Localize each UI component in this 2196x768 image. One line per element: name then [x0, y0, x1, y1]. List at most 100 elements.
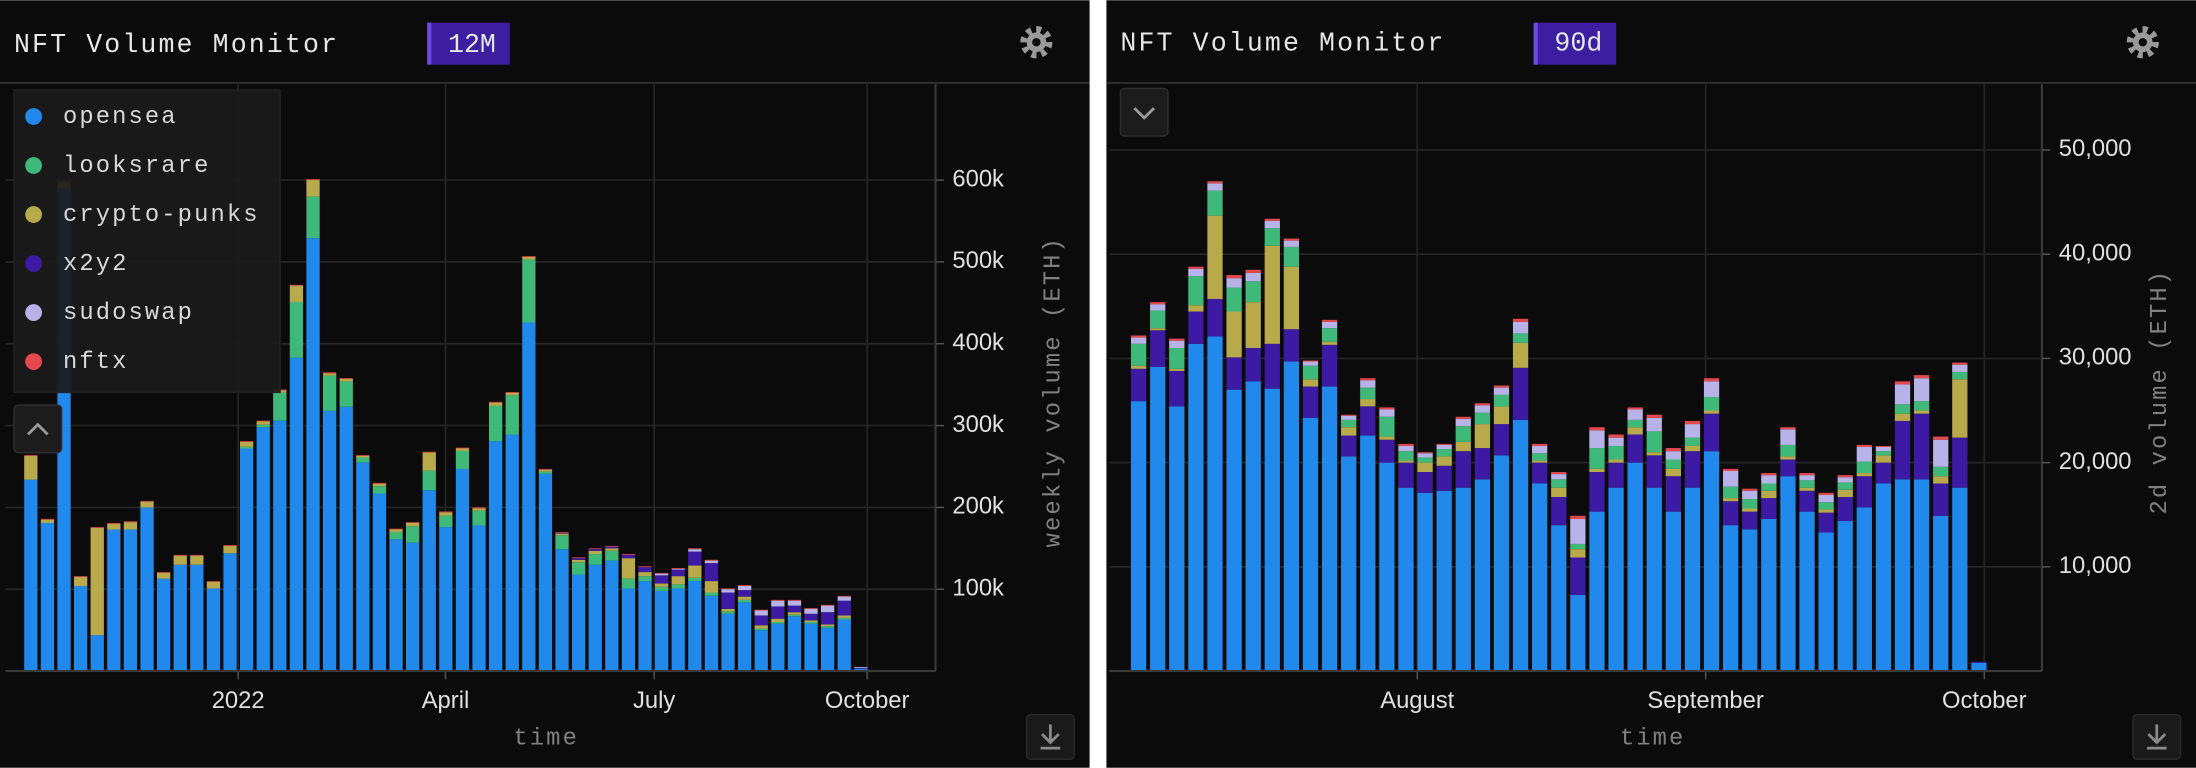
legend-label: sudoswap	[63, 300, 194, 327]
bar-segment	[1226, 278, 1242, 288]
bar-segment	[555, 535, 569, 550]
bar-segment	[1150, 302, 1166, 305]
settings-icon[interactable]	[1020, 26, 1053, 59]
bar-segment	[1398, 462, 1414, 488]
bar-segment	[1570, 515, 1586, 519]
bar-segment	[1952, 371, 1968, 380]
bar-segment	[455, 450, 470, 469]
bar-segment	[1150, 304, 1166, 311]
y-tick-label: 20,000	[2059, 448, 2132, 475]
bar-segment	[1856, 476, 1872, 508]
bar-segment	[1302, 379, 1319, 387]
bar-segment	[1321, 319, 1338, 322]
bar-segment	[1245, 269, 1261, 273]
bar-segment	[1856, 507, 1872, 672]
bar-segment	[1321, 341, 1338, 345]
bar-segment	[1799, 490, 1815, 512]
legend-item[interactable]: opensea	[25, 104, 177, 131]
bar-segment	[1245, 272, 1261, 282]
bar-segment	[1952, 437, 1968, 488]
legend-item[interactable]: x2y2	[25, 251, 128, 278]
bar-segment	[1761, 483, 1777, 491]
bar-segment	[123, 521, 138, 523]
settings-icon[interactable]	[2126, 26, 2159, 59]
bar-segment	[1436, 444, 1452, 450]
bar-segment	[1130, 337, 1147, 344]
bar-segment	[1398, 443, 1414, 446]
bar-segment	[522, 256, 536, 260]
bar-segment	[1302, 386, 1319, 418]
bar-segment	[1455, 416, 1471, 419]
legend-item[interactable]: sudoswap	[25, 300, 194, 327]
legend-item[interactable]: looksrare	[25, 153, 210, 180]
legend-item[interactable]: crypto-punks	[25, 202, 259, 229]
bar-segment	[1512, 342, 1529, 368]
bar-segment	[1742, 499, 1758, 509]
bar-segment	[472, 507, 486, 509]
bar-segment	[1130, 343, 1147, 366]
bar-segment	[1723, 468, 1739, 471]
bar-segment	[1627, 407, 1643, 410]
bar-segment	[1264, 218, 1280, 221]
bar-segment	[820, 626, 835, 628]
bar-segment	[721, 592, 735, 609]
bar-segment	[405, 522, 420, 527]
legend-toggle[interactable]	[1119, 87, 1169, 137]
bar-segment	[1894, 381, 1911, 385]
bar-segment	[123, 522, 138, 530]
bar-segment	[1894, 479, 1911, 672]
bar-segment	[1761, 498, 1777, 519]
bar-segment	[405, 522, 420, 523]
bar-segment	[1875, 451, 1892, 456]
legend-item[interactable]: nftx	[25, 349, 128, 376]
period-badge[interactable]	[427, 22, 510, 65]
bar-segment	[306, 238, 320, 672]
bar-segment	[389, 531, 403, 540]
bar-segment	[771, 618, 785, 622]
bar-segment	[771, 600, 785, 607]
bar-segment	[1894, 413, 1911, 421]
bar-segment	[1703, 381, 1720, 397]
bar-segment	[107, 522, 121, 524]
bar-segment	[1646, 452, 1662, 456]
bar-segment	[1474, 412, 1491, 425]
y-tick-label: 400k	[952, 329, 1004, 356]
bar-segment	[804, 613, 818, 621]
bar-segment	[1703, 396, 1720, 411]
bar-segment	[1684, 487, 1701, 672]
bar-segment	[356, 455, 370, 456]
bar-segment	[654, 575, 669, 584]
bar-segment	[173, 564, 187, 672]
bar-segment	[820, 605, 835, 613]
bar-segment	[571, 562, 586, 575]
bar-segment	[671, 588, 685, 672]
bar-segment	[721, 613, 735, 672]
bar-segment	[40, 519, 55, 523]
period-badge-label[interactable]: 12M	[448, 30, 496, 60]
bar-segment	[1245, 281, 1261, 303]
bar-segment	[820, 627, 835, 672]
bar-segment	[654, 573, 669, 576]
bar-segment	[455, 448, 470, 451]
bar-segment	[1360, 380, 1376, 388]
bar-segment	[1455, 418, 1471, 427]
bar-segment	[1875, 483, 1892, 672]
bar-segment	[1913, 479, 1930, 672]
bar-segment	[571, 559, 586, 563]
legend-toggle[interactable]	[13, 404, 63, 454]
period-badge[interactable]	[1533, 22, 1617, 65]
bar-segment	[1417, 492, 1433, 672]
bar-segment	[1512, 321, 1529, 334]
bar-segment	[73, 585, 88, 672]
period-badge-label[interactable]: 90d	[1554, 29, 1602, 59]
bar-segment	[422, 451, 436, 453]
panel-title: NFT Volume Monitor	[14, 30, 339, 60]
bar-segment	[289, 284, 304, 286]
bar-segment	[1474, 403, 1491, 406]
bar-segment	[1398, 487, 1414, 672]
bar-segment	[306, 196, 320, 239]
download-icon	[2146, 724, 2167, 750]
bar-segment	[737, 599, 752, 603]
bar-segment	[1952, 362, 1968, 365]
